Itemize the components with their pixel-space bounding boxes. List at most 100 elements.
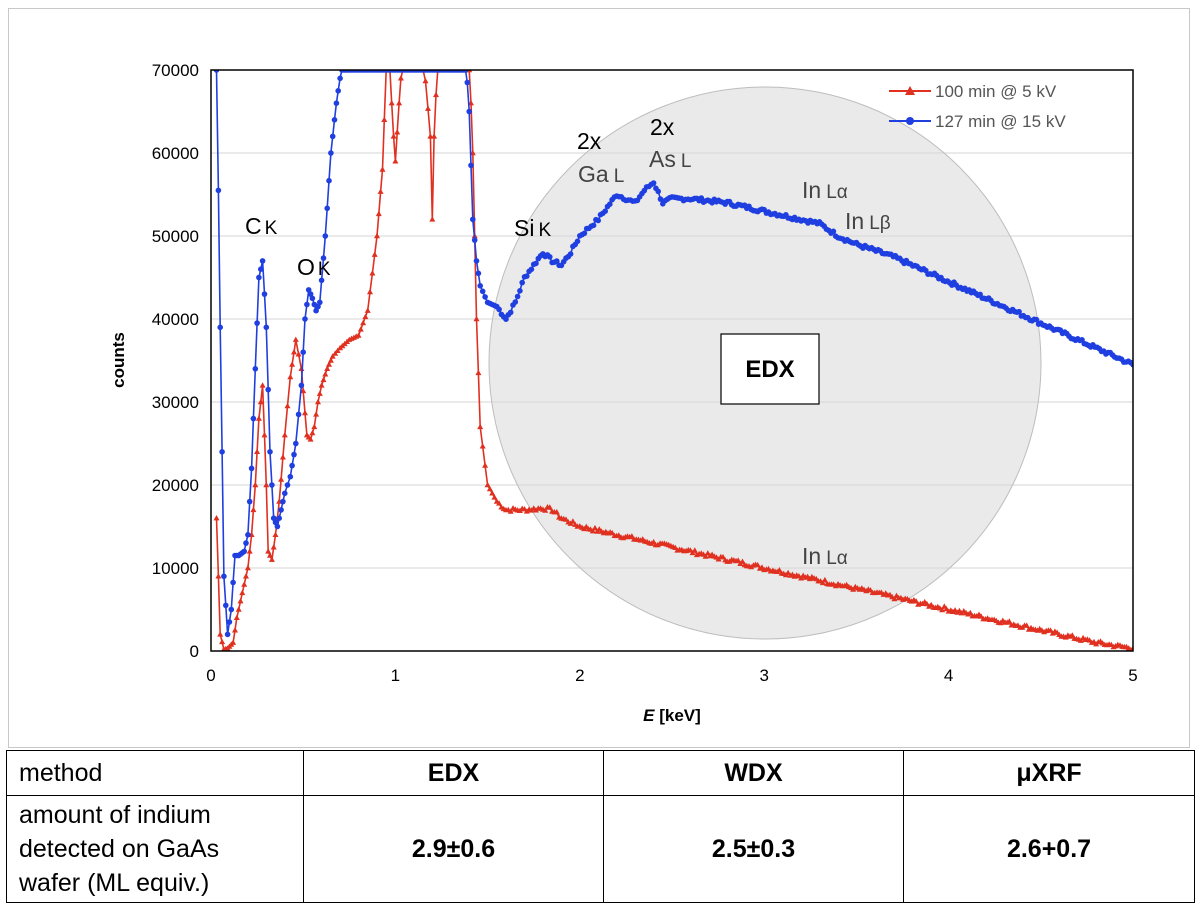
data-point [547,254,553,260]
data-point [256,275,262,281]
data-point [324,206,330,212]
data-point [591,223,597,229]
data-point [278,476,284,481]
y-tick-label: 10000 [152,559,199,578]
data-point [236,606,242,611]
data-point [423,78,429,83]
data-point [287,374,293,379]
row-label-line-1: amount of indium [19,798,291,832]
x-tick-label: 3 [759,666,768,685]
data-point [253,366,259,372]
data-point [254,449,260,454]
table-row: amount of indium detected on GaAs wafer … [7,796,1195,903]
data-point [337,76,343,82]
x-axis-title-italic: E [643,706,655,725]
data-point [470,217,476,223]
data-point [299,383,305,389]
data-point [293,441,299,447]
data-point [474,258,480,264]
data-point [515,294,521,300]
data-point [389,100,395,105]
header-method: method [7,751,304,796]
data-point [229,607,235,613]
data-point [296,412,302,418]
data-point [291,349,297,354]
data-point [282,432,288,437]
data-point [262,432,268,437]
data-point [223,603,229,609]
edx-label-text: EDX [745,356,794,383]
data-point [265,548,271,553]
data-point [258,266,264,272]
x-tick-label: 4 [944,666,953,685]
y-tick-label: 70000 [152,61,199,80]
data-point [260,258,266,264]
annotation-2x-ga: 2x [577,128,602,154]
data-point [475,370,481,375]
data-point [264,325,270,331]
data-point [230,580,236,586]
x-tick-label: 5 [1128,666,1137,685]
data-point [519,280,525,286]
data-point [219,639,225,644]
data-point [332,117,338,123]
data-point [328,150,334,156]
legend-entry-blue: 127 min @ 15 kV [889,112,1066,131]
data-point [595,218,601,224]
data-point [234,615,240,620]
data-point [243,540,249,546]
data-point [238,598,244,603]
table-header-row: method EDX WDX μXRF [7,751,1195,796]
data-point [317,391,323,396]
data-point [260,382,266,387]
data-point [365,308,371,313]
legend-marker-blue [906,117,914,125]
x-tick-label: 0 [206,666,215,685]
data-point [271,544,277,550]
data-point [322,371,328,376]
data-point [317,300,323,306]
legend-label-blue: 127 min @ 15 kV [935,112,1066,131]
data-point [300,349,306,355]
data-point [225,632,231,638]
data-point [480,289,486,295]
data-point [275,524,281,530]
x-tick-label: 1 [391,666,400,685]
data-point [323,233,329,239]
data-point [477,283,483,289]
data-point [293,337,299,342]
data-point [378,189,384,194]
data-point [239,590,245,595]
y-tick-label: 0 [190,642,199,661]
data-point [334,100,340,106]
data-point [247,499,253,505]
data-point [265,387,271,393]
data-point [273,532,279,537]
data-point [360,320,366,325]
data-point [216,188,222,194]
data-point [372,252,378,257]
data-point [517,288,523,294]
data-point [232,627,238,633]
data-point [217,325,223,331]
data-point [396,100,402,105]
row-label-amount: amount of indium detected on GaAs wafer … [7,796,304,903]
data-point [468,163,474,169]
data-point [280,499,286,505]
data-point [482,462,488,467]
data-point [221,574,227,580]
data-point [326,178,332,184]
y-axis-title: counts [109,332,128,388]
data-point [302,410,308,415]
data-point [289,463,295,469]
data-point [249,466,255,472]
data-point [309,430,315,435]
data-point [568,251,574,257]
data-point [241,549,247,555]
data-point [330,134,336,140]
data-point [269,482,275,488]
data-point [466,109,472,115]
x-axis-title-rest: [keV] [655,706,701,725]
header-edx: EDX [304,751,604,796]
data-point [380,166,386,171]
